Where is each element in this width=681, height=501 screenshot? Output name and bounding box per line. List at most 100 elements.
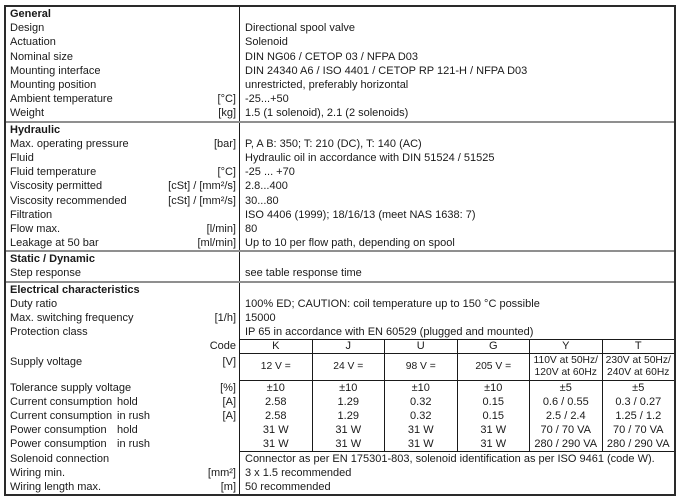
row-label: Max. switching frequency <box>10 312 134 325</box>
row-label: Fluid temperature <box>10 166 97 179</box>
current-hold-value: 1.29 <box>311 394 385 409</box>
supply-voltage-row: Supply voltage [V] 12 V = 24 V = 98 V = 2… <box>6 353 674 381</box>
row-value: see table response time <box>245 267 362 280</box>
code-label: Code <box>209 340 236 353</box>
current-inrush-row: Current consumption in rush [A] 2.58 1.29 … <box>6 408 675 424</box>
row-unit: [mm²] <box>207 466 236 479</box>
current-hold-value: 0.15 <box>456 394 530 409</box>
section-header-spacer <box>240 7 674 21</box>
power-inrush-value: 31 W <box>456 437 530 452</box>
power-hold-value: 31 W <box>456 423 530 438</box>
power-hold-value: 31 W <box>262 424 289 437</box>
row-label: Wiring length max. <box>10 480 102 493</box>
row-value: Hydraulic oil in accordance with DIN 515… <box>245 151 495 164</box>
row-unit: [bar] <box>213 137 236 150</box>
row-label: Supply voltage <box>10 355 83 368</box>
row-sublabel: hold <box>117 395 138 408</box>
row-value: IP 65 in accordance with EN 60529 (plugg… <box>245 326 534 339</box>
power-hold-value: 70 / 70 VA <box>601 423 675 438</box>
supply-voltage-value: 12 V = <box>260 360 291 372</box>
row-unit: [kg] <box>218 107 236 120</box>
row-label: Power consumption <box>10 438 107 451</box>
power-inrush-value: 31 W <box>262 438 289 451</box>
supply-voltage-value: 110V at 50Hz/ 120V at 60Hz <box>529 353 602 380</box>
row-value: 2.8...400 <box>245 180 288 193</box>
row-label: Tolerance supply voltage <box>10 381 132 394</box>
row-value: 30...80 <box>245 194 279 207</box>
row-unit: [°C] <box>217 166 236 179</box>
table-row: Duty ratio 100% ED; CAUTION: coil temper… <box>6 296 674 311</box>
row-label: Step response <box>10 267 81 280</box>
code-column-header: J <box>311 340 385 353</box>
row-label: Solenoid connection <box>10 452 110 465</box>
row-label: Design <box>10 22 45 35</box>
section-header-spacer <box>240 252 674 266</box>
current-inrush-value: 0.32 <box>384 408 457 424</box>
power-inrush-value: 280 / 290 VA <box>601 437 675 452</box>
power-inrush-row: Power consumption in rush 31 W 31 W 31 W … <box>6 437 675 452</box>
row-value: 100% ED; CAUTION: coil temperature up to… <box>245 297 540 310</box>
row-label: Leakage at 50 bar <box>10 237 99 250</box>
code-column-header: K <box>272 340 280 353</box>
table-row: Nominal size DIN NG06 / CETOP 03 / NFPA … <box>6 49 674 64</box>
row-value: 3 x 1.5 recommended <box>245 466 352 479</box>
current-hold-value: 0.32 <box>384 394 457 409</box>
power-inrush-grid: 31 W 31 W 31 W 31 W 280 / 290 VA 280 / 2… <box>240 437 675 452</box>
row-unit: [A] <box>222 409 236 422</box>
power-inrush-value: 31 W <box>384 437 457 452</box>
current-hold-value: 2.58 <box>265 395 287 408</box>
current-inrush-value: 2.5 / 2.4 <box>529 408 602 424</box>
row-label: Filtration <box>10 208 53 221</box>
row-label: Nominal size <box>10 50 73 63</box>
table-row: Fluid temperature [°C] -25 ... +70 <box>6 165 674 180</box>
tolerance-grid: ±10 ±10 ±10 ±10 ±5 ±5 <box>240 380 675 395</box>
table-row: Flow max. [l/min] 80 <box>6 221 674 236</box>
current-inrush-value: 1.25 / 1.2 <box>601 408 675 424</box>
section-header-spacer <box>240 283 674 297</box>
row-unit: [cSt] / [mm²/s] <box>168 194 236 207</box>
supply-voltage-grid: 12 V = 24 V = 98 V = 205 V = 110V at 50H… <box>240 353 674 381</box>
section-header-hydraulic: Hydraulic <box>6 120 674 137</box>
code-column-header: U <box>384 340 457 353</box>
code-header-grid: K J U G Y T <box>240 339 674 354</box>
table-row: Max. operating pressure [bar] P, A B: 350… <box>6 136 674 151</box>
row-value: Connector as per EN 175301-803, solenoid… <box>240 451 674 465</box>
table-row: Mounting interface DIN 24340 A6 / ISO 44… <box>6 63 674 78</box>
table-row: Max. switching frequency [1/h] 15000 <box>6 310 674 326</box>
row-sublabel: hold <box>117 424 138 437</box>
row-label: Ambient temperature <box>10 93 113 106</box>
row-value: DIN 24340 A6 / ISO 4401 / CETOP RP 121-H… <box>245 64 528 77</box>
row-value: DIN NG06 / CETOP 03 / NFPA D03 <box>245 50 419 63</box>
table-row: Filtration ISO 4406 (1999); 18/16/13 (me… <box>6 207 674 222</box>
table-row: Protection class IP 65 in accordance wit… <box>6 325 674 340</box>
row-value: Up to 10 per flow path, depending on spo… <box>245 237 455 250</box>
current-inrush-value: 0.15 <box>456 408 530 424</box>
row-unit: [ml/min] <box>197 237 237 250</box>
table-row: Wiring length max. [m] 50 recommended <box>6 479 674 494</box>
supply-voltage-value: 98 V = <box>384 353 457 380</box>
table-row: Solenoid connection Connector as per EN … <box>6 451 674 466</box>
tolerance-value: ±5 <box>529 380 602 395</box>
row-label: Flow max. <box>10 222 61 235</box>
row-label: Current consumption <box>10 409 113 422</box>
row-value: 80 <box>245 222 258 235</box>
table-row: Fluid Hydraulic oil in accordance with D… <box>6 150 674 166</box>
row-value: unrestricted, preferably horizontal <box>245 79 409 92</box>
power-hold-value: 31 W <box>384 423 457 438</box>
row-unit: [%] <box>220 381 236 394</box>
section-title: Hydraulic <box>10 123 61 136</box>
row-label: Fluid <box>10 151 34 164</box>
section-title: Electrical characteristics <box>10 283 140 296</box>
row-value: 50 recommended <box>245 480 331 493</box>
table-row: Viscosity permitted [cSt] / [mm²/s] 2.8..… <box>6 179 674 194</box>
row-unit: [m] <box>220 480 236 493</box>
power-hold-value: 31 W <box>311 423 385 438</box>
table-row: Viscosity recommended [cSt] / [mm²/s] 30.… <box>6 193 674 208</box>
current-inrush-value: 1.29 <box>311 408 385 424</box>
row-label: Weight <box>10 107 45 120</box>
power-inrush-value: 31 W <box>311 437 385 452</box>
section-header-static-dynamic: Static / Dynamic <box>6 250 674 267</box>
power-hold-row: Power consumption hold 31 W 31 W 31 W 31 … <box>6 423 675 438</box>
row-unit: [cSt] / [mm²/s] <box>168 180 236 193</box>
tolerance-value: ±5 <box>601 380 675 395</box>
